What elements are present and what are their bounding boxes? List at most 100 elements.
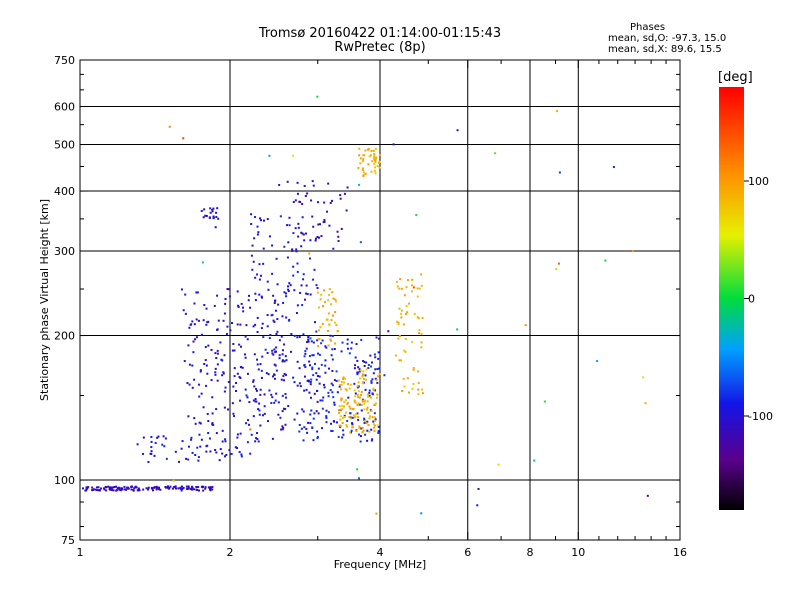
data-point [348, 352, 351, 355]
data-point [417, 370, 420, 373]
data-point [350, 429, 353, 432]
data-point [261, 414, 264, 417]
data-point [313, 412, 316, 415]
data-point [397, 321, 400, 324]
data-point [168, 487, 171, 490]
data-point [203, 304, 206, 307]
data-point [211, 422, 214, 425]
data-point [192, 351, 195, 354]
data-point [296, 270, 299, 273]
data-point [284, 408, 287, 411]
data-point [342, 433, 345, 436]
data-point [242, 310, 245, 313]
data-point [197, 319, 200, 322]
data-point [375, 378, 378, 381]
data-point [373, 157, 376, 160]
data-point [271, 352, 274, 355]
data-point [199, 369, 202, 372]
data-point [330, 354, 333, 357]
data-point [293, 334, 296, 337]
data-point [417, 388, 420, 391]
data-point [288, 216, 291, 219]
data-point [233, 367, 236, 370]
data-point [357, 477, 360, 480]
data-point [335, 380, 338, 383]
data-point [346, 419, 349, 422]
data-point [283, 343, 286, 346]
data-point [338, 424, 341, 427]
data-point [367, 411, 370, 414]
data-point [179, 487, 182, 490]
data-point [400, 287, 403, 290]
data-point [191, 486, 194, 489]
data-point [413, 312, 416, 315]
data-point [346, 338, 349, 341]
data-point [195, 336, 198, 339]
data-point [240, 453, 243, 456]
data-point [171, 487, 174, 490]
data-point [370, 170, 373, 173]
data-point [95, 486, 98, 489]
data-point [187, 415, 190, 418]
data-point [331, 369, 334, 372]
data-point [348, 415, 351, 418]
data-point [235, 389, 238, 392]
data-point [312, 278, 315, 281]
data-point [206, 412, 209, 415]
data-point [308, 252, 311, 255]
data-point [212, 423, 215, 426]
data-point [401, 390, 404, 393]
data-point [273, 299, 276, 302]
data-point [107, 485, 110, 488]
data-point [188, 383, 191, 386]
data-point [318, 236, 321, 239]
data-point [274, 399, 277, 402]
data-point [296, 412, 299, 415]
data-point [252, 325, 255, 328]
data-point [209, 450, 212, 453]
data-point [331, 384, 334, 387]
data-point [293, 381, 296, 384]
data-point [411, 278, 414, 281]
data-point [331, 348, 334, 351]
data-point [222, 371, 225, 374]
data-point [376, 424, 379, 427]
data-point [258, 402, 261, 405]
data-point [187, 344, 190, 347]
data-point [174, 450, 177, 453]
data-point [271, 396, 274, 399]
data-point [228, 288, 231, 291]
data-point [165, 457, 168, 460]
data-point [301, 408, 304, 411]
data-point [354, 356, 357, 359]
data-point [280, 335, 283, 338]
data-point [194, 422, 197, 425]
data-point [296, 384, 299, 387]
data-point [323, 386, 326, 389]
data-point [187, 485, 190, 488]
data-point [364, 433, 367, 436]
data-point [360, 391, 363, 394]
data-point [215, 408, 218, 411]
data-point [359, 369, 362, 372]
data-point [199, 370, 202, 373]
data-point [342, 376, 345, 379]
data-point [136, 443, 139, 446]
data-point [257, 440, 260, 443]
data-point [228, 295, 231, 298]
data-point [372, 420, 375, 423]
data-point [195, 291, 198, 294]
data-point [357, 396, 360, 399]
data-point [377, 425, 380, 428]
phases-x-mode: mean, sd,X: 89.6, 15.5 [608, 44, 722, 55]
data-point [239, 376, 242, 379]
data-point [329, 201, 332, 204]
data-point [250, 433, 253, 436]
data-point [248, 423, 251, 426]
data-point [238, 343, 241, 346]
data-point [179, 486, 182, 489]
data-point [152, 489, 155, 492]
data-point [190, 488, 193, 491]
data-point [278, 339, 281, 342]
data-point [138, 489, 141, 492]
